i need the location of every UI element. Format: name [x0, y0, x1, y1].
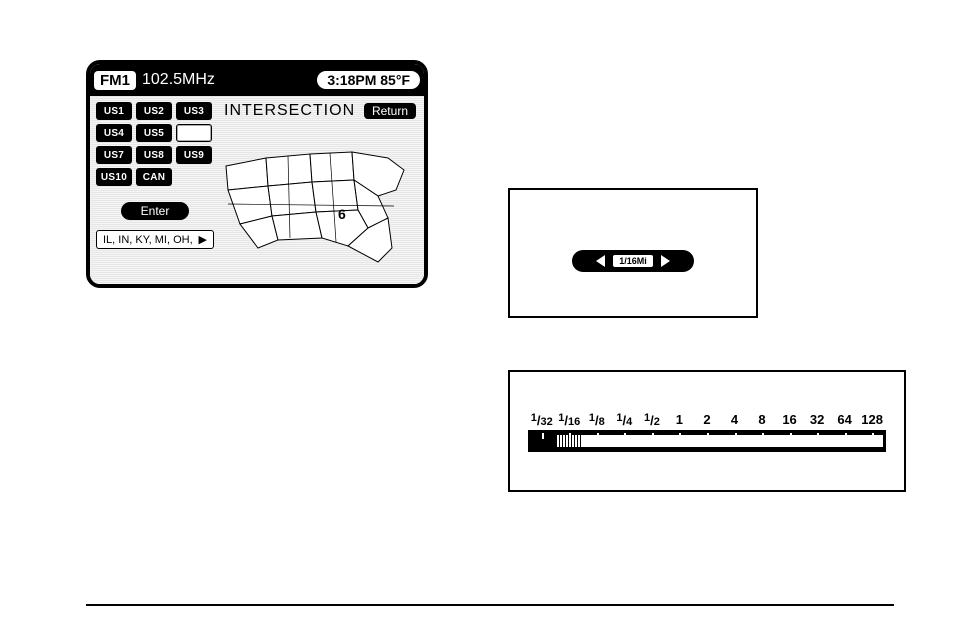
- zoom-pill: 1/16Mi: [572, 250, 694, 272]
- scale-tick-label: 32: [803, 412, 831, 432]
- scale-tick-label: 128: [858, 412, 886, 432]
- page-divider: [86, 604, 894, 606]
- scale-track: [528, 430, 886, 452]
- scale-tick-label: 1/32: [528, 412, 556, 432]
- scale-tick-label: 2: [693, 412, 721, 432]
- region-button[interactable]: US4: [96, 124, 132, 142]
- region-button[interactable]: US10: [96, 168, 132, 186]
- map-region-number: 6: [338, 206, 346, 222]
- scale-tick-label: 64: [831, 412, 859, 432]
- zoom-level-label: 1/16Mi: [613, 255, 653, 267]
- zoom-panel: 1/16Mi: [508, 188, 758, 318]
- nav-body: US1 US2 US3 US4 US5 US7 US8 US9 US10 CAN…: [90, 96, 424, 284]
- screen-title: INTERSECTION: [224, 102, 355, 120]
- state-list-text: IL, IN, KY, MI, OH,: [103, 234, 193, 246]
- scale-panel: 1/321/161/81/41/21248163264128: [508, 370, 906, 492]
- chevron-right-icon: ▶: [199, 233, 207, 246]
- region-button-column: US1 US2 US3 US4 US5 US7 US8 US9 US10 CAN…: [90, 96, 218, 284]
- scale-tick-label: 1: [666, 412, 694, 432]
- us-map-icon: [218, 128, 418, 268]
- map-column: INTERSECTION Return 6: [218, 96, 424, 284]
- scale-labels-row: 1/321/161/81/41/21248163264128: [528, 412, 886, 432]
- enter-button[interactable]: Enter: [121, 202, 190, 220]
- region-button[interactable]: US8: [136, 146, 172, 164]
- state-list-box[interactable]: IL, IN, KY, MI, OH, ▶: [96, 230, 214, 249]
- region-button[interactable]: US9: [176, 146, 212, 164]
- region-button[interactable]: US3: [176, 102, 212, 120]
- zoom-in-icon[interactable]: [661, 255, 670, 267]
- region-button[interactable]: US5: [136, 124, 172, 142]
- scale-tick-label: 1/8: [583, 412, 611, 432]
- region-button[interactable]: [176, 124, 212, 142]
- scale-bar[interactable]: 1/321/161/81/41/21248163264128: [528, 412, 886, 454]
- nav-header: FM1 102.5MHz 3:18PM 85°F: [90, 64, 424, 96]
- region-button[interactable]: US1: [96, 102, 132, 120]
- region-button[interactable]: CAN: [136, 168, 172, 186]
- radio-frequency: 102.5MHz: [142, 71, 311, 89]
- scale-tick-label: 4: [721, 412, 749, 432]
- region-button[interactable]: US2: [136, 102, 172, 120]
- scale-tick-label: 1/4: [611, 412, 639, 432]
- scale-tick-label: 1/16: [556, 412, 584, 432]
- radio-band-badge[interactable]: FM1: [94, 71, 136, 90]
- nav-screen: FM1 102.5MHz 3:18PM 85°F US1 US2 US3 US4…: [86, 60, 428, 288]
- scale-tick-label: 8: [748, 412, 776, 432]
- scale-tick-label: 16: [776, 412, 804, 432]
- return-button[interactable]: Return: [364, 103, 416, 119]
- region-button[interactable]: US7: [96, 146, 132, 164]
- scale-tick-label: 1/2: [638, 412, 666, 432]
- zoom-out-icon[interactable]: [596, 255, 605, 267]
- clock-temp-badge: 3:18PM 85°F: [317, 71, 420, 89]
